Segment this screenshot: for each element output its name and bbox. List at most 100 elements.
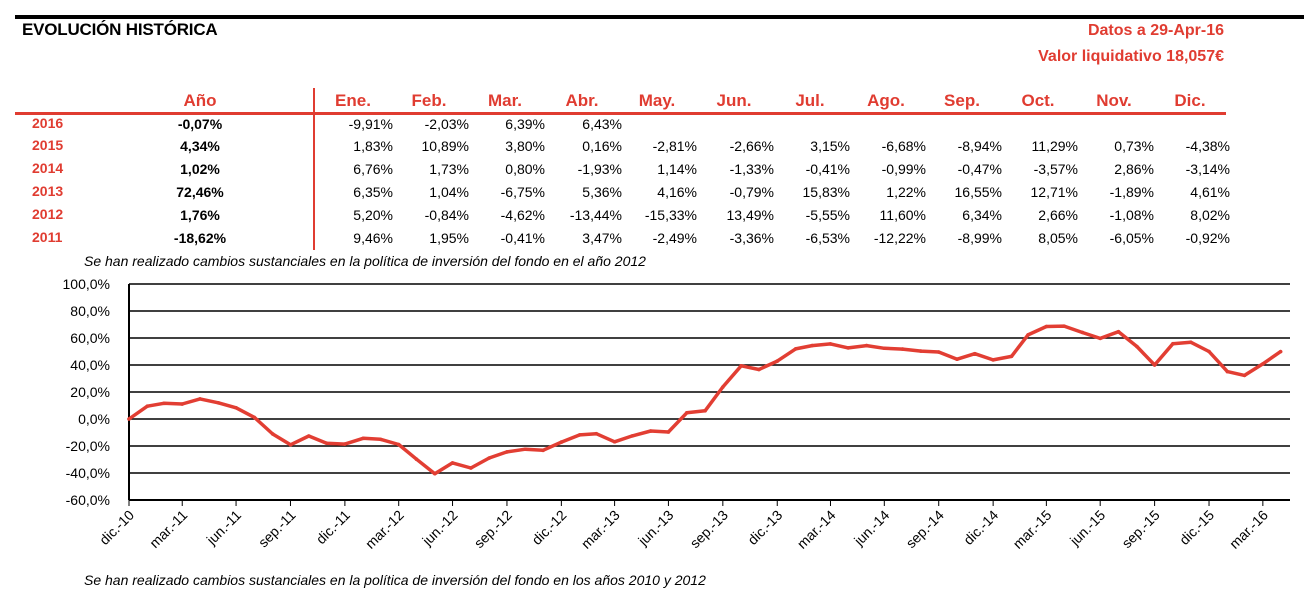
data-point <box>577 433 582 437</box>
cell-monthly-return: 13,49% <box>726 207 774 223</box>
x-tick-label: sep.-11 <box>255 507 299 551</box>
cell-monthly-return: -0,99% <box>881 161 926 177</box>
header-month: Nov. <box>1096 91 1132 110</box>
data-point <box>828 342 833 346</box>
row-annual-return: 1,76% <box>180 207 220 223</box>
data-point <box>973 351 977 356</box>
data-point <box>307 434 311 438</box>
cell-monthly-return: -2,03% <box>424 116 469 132</box>
x-tick-label: dic.-10 <box>96 507 137 548</box>
cell-monthly-return: -0,41% <box>805 161 850 177</box>
cell-monthly-return: 6,43% <box>582 116 622 132</box>
row-year: 2012 <box>32 206 64 222</box>
row-year: 2013 <box>32 183 64 199</box>
data-point <box>1026 333 1030 337</box>
cell-monthly-return: 1,04% <box>429 184 469 200</box>
cell-monthly-return: 15,83% <box>802 184 850 200</box>
data-point <box>739 364 743 368</box>
y-tick-label: 20,0% <box>70 384 110 400</box>
cell-monthly-return: -8,94% <box>957 138 1002 154</box>
data-point <box>162 401 166 406</box>
header-month: Ago. <box>867 91 905 110</box>
y-tick-label: -60,0% <box>66 492 110 508</box>
cell-monthly-return: 4,16% <box>657 184 697 200</box>
row-year: 2015 <box>32 137 64 153</box>
x-tick-label: dic.-14 <box>960 507 1001 548</box>
x-tick-label: dic.-13 <box>744 507 785 548</box>
header-month: Feb. <box>411 91 447 110</box>
data-point <box>469 466 473 470</box>
data-point <box>180 402 185 406</box>
cell-monthly-return: 16,55% <box>954 184 1002 200</box>
data-point <box>684 410 689 415</box>
data-point <box>1171 341 1175 346</box>
data-point <box>523 447 528 452</box>
page-title: EVOLUCIÓN HISTÓRICA <box>22 20 218 39</box>
cell-monthly-return: 10,89% <box>421 138 469 154</box>
cell-monthly-return: -15,33% <box>644 207 697 223</box>
cell-monthly-return: 6,76% <box>353 161 393 177</box>
x-tick-label: sep.-15 <box>1118 507 1162 551</box>
x-tick-label: mar.-11 <box>146 507 190 551</box>
cell-monthly-return: 1,22% <box>886 184 926 200</box>
cell-monthly-return: 11,60% <box>879 207 926 223</box>
y-tick-label: 80,0% <box>70 303 110 319</box>
x-tick-label: mar.-14 <box>794 507 839 552</box>
row-annual-return: 72,46% <box>176 184 224 200</box>
cell-monthly-return: -0,47% <box>957 161 1002 177</box>
row-annual-return: -18,62% <box>173 230 227 246</box>
performance-line-chart: 100,0% 80,0% 60,0% 40,0% 20,0% 0,0% -20,0% -40,… <box>63 276 1290 552</box>
data-point <box>1225 369 1230 374</box>
cell-monthly-return: 2,86% <box>1114 161 1154 177</box>
cell-monthly-return: -0,84% <box>424 207 469 223</box>
cell-monthly-return: 3,47% <box>582 230 622 246</box>
cell-monthly-return: 6,39% <box>505 116 545 132</box>
header-month: Oct. <box>1021 91 1055 110</box>
data-point <box>324 441 329 445</box>
data-point <box>432 471 437 476</box>
x-tick-label: sep.-14 <box>903 507 947 551</box>
cell-monthly-return: -1,89% <box>1109 184 1154 200</box>
data-point <box>450 461 455 465</box>
header-month: Jul. <box>795 91 825 110</box>
data-point <box>1062 324 1066 328</box>
cell-monthly-return: -3,57% <box>1033 161 1078 177</box>
x-tick-label: mar.-12 <box>362 507 407 552</box>
row-annual-return: 4,34% <box>180 138 220 154</box>
data-point <box>864 343 869 348</box>
cell-monthly-return: -13,44% <box>569 207 622 223</box>
data-point <box>1278 349 1283 354</box>
cell-monthly-return: -6,05% <box>1109 230 1154 246</box>
data-point <box>234 405 238 410</box>
x-tick-label: jun.-12 <box>418 507 460 549</box>
cell-monthly-return: -9,91% <box>348 116 393 132</box>
cell-monthly-return: 1,73% <box>429 161 469 177</box>
x-tick-label: dic.-15 <box>1176 507 1217 548</box>
header-month: Sep. <box>944 91 980 110</box>
data-point <box>1080 330 1085 335</box>
cell-monthly-return: 3,15% <box>810 138 850 154</box>
cell-monthly-return: 4,61% <box>1190 184 1230 200</box>
cell-monthly-return: 2,66% <box>1038 207 1078 223</box>
y-tick-label: 0,0% <box>78 411 110 427</box>
x-tick-label: mar.-15 <box>1010 507 1055 552</box>
x-tick-label: jun.-15 <box>1066 507 1108 549</box>
data-point <box>991 358 995 362</box>
cell-monthly-return: -0,41% <box>500 230 545 246</box>
cell-monthly-return: 1,95% <box>429 230 469 246</box>
cell-monthly-return: -2,66% <box>729 138 774 154</box>
cell-monthly-return: -12,22% <box>873 230 926 246</box>
data-point <box>1116 329 1121 334</box>
data-point <box>288 442 293 447</box>
data-point <box>252 415 257 420</box>
data-point <box>757 367 761 372</box>
cell-monthly-return: -2,49% <box>652 230 697 246</box>
data-point <box>1207 349 1211 354</box>
data-point <box>378 437 383 442</box>
data-point <box>1152 363 1157 367</box>
data-point <box>919 349 923 353</box>
table-header-rule <box>15 112 1226 115</box>
data-point <box>414 457 419 462</box>
top-rule <box>15 15 1304 19</box>
cell-monthly-return: 6,35% <box>353 184 393 200</box>
